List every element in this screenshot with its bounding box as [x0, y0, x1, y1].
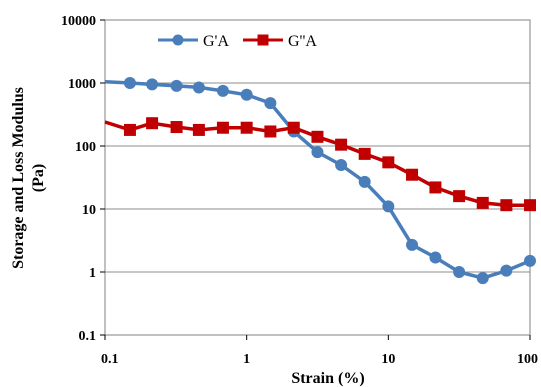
data-point: [429, 251, 442, 264]
data-point: [335, 158, 348, 171]
y-tick-label: 10000: [61, 14, 96, 29]
data-point: [192, 123, 205, 136]
legend-label-gdoubleprime: G''A: [288, 33, 317, 50]
axis-ticks: 0.1 1 10 100 1000 10000 0.1 1 10 100: [61, 14, 538, 367]
legend: G'A G''A: [158, 33, 317, 50]
data-point: [170, 79, 183, 92]
data-point: [406, 168, 419, 181]
data-point: [240, 121, 253, 134]
x-tick-label: 10: [381, 352, 395, 367]
data-point: [264, 97, 277, 110]
data-point: [240, 88, 253, 101]
data-point: [192, 81, 205, 94]
data-point: [123, 123, 136, 136]
x-tick-label: 0.1: [101, 352, 119, 367]
data-point: [476, 272, 489, 285]
data-point: [264, 125, 277, 138]
data-point: [287, 121, 300, 134]
series-gdoubleprime: [104, 117, 536, 212]
y-tick-label: 1000: [68, 77, 96, 92]
legend-label-gprime: G'A: [203, 33, 229, 50]
data-series: [104, 77, 536, 285]
data-point: [476, 196, 489, 209]
data-point: [500, 264, 513, 277]
data-point: [216, 121, 229, 134]
data-point: [311, 130, 324, 143]
data-point: [382, 200, 395, 213]
data-point: [358, 147, 371, 160]
y-axis-title-line1: Storage and Loss Modulus: [10, 87, 27, 269]
data-point: [406, 238, 419, 251]
data-point: [146, 78, 159, 91]
data-point: [524, 199, 536, 212]
data-point: [500, 199, 513, 212]
plot-area-border: [104, 19, 531, 336]
series-gprime: [104, 77, 536, 285]
x-tick-label: 1: [243, 352, 250, 367]
data-point: [123, 77, 136, 89]
data-point: [216, 84, 229, 97]
x-axis-title: Strain (%): [291, 370, 364, 387]
x-tick-label: 100: [517, 352, 538, 367]
y-tick-label: 0.1: [79, 329, 97, 344]
data-point: [382, 156, 395, 169]
data-point: [429, 181, 442, 194]
y-tick-label: 100: [75, 140, 96, 155]
data-point: [335, 138, 348, 151]
data-point: [311, 146, 324, 159]
data-point: [146, 117, 159, 130]
y-tick-label: 1: [89, 266, 96, 281]
y-axis-title-line2: (Pa): [30, 164, 47, 192]
y-tick-label: 10: [82, 203, 96, 218]
data-point: [453, 190, 466, 203]
data-point: [170, 121, 183, 134]
legend-marker-gdoubleprime: [257, 34, 269, 46]
data-point: [524, 254, 536, 267]
legend-marker-gprime: [172, 34, 184, 46]
data-point: [453, 266, 466, 278]
data-point: [358, 175, 371, 188]
